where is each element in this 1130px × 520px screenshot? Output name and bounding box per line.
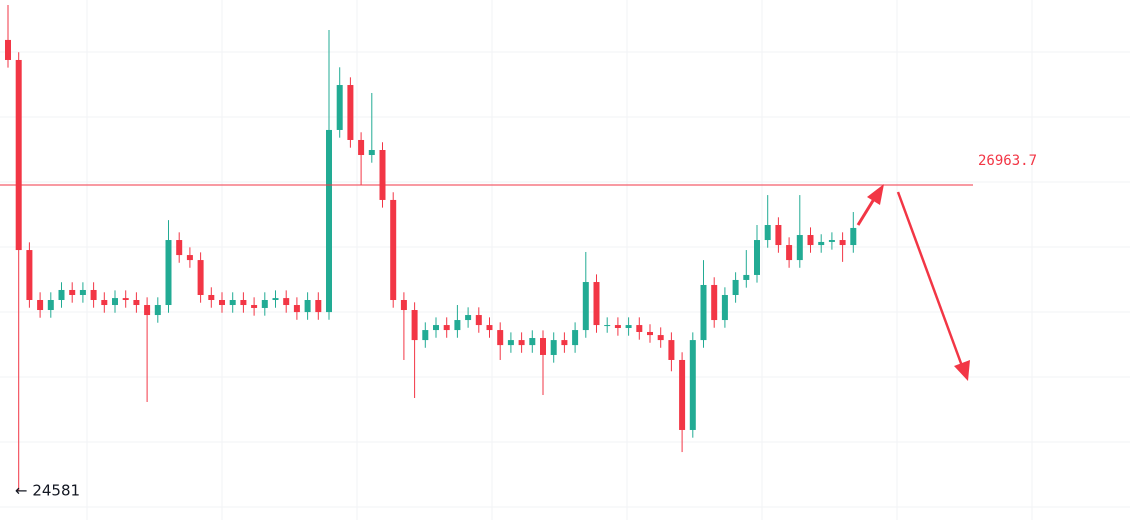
candle-body: [304, 300, 311, 313]
candle-body: [15, 59, 22, 251]
candle-body: [208, 294, 215, 301]
candle-body: [336, 85, 343, 130]
candle-body: [37, 300, 44, 311]
candle-body: [58, 289, 65, 301]
candle-body: [700, 284, 707, 341]
candle-body: [47, 300, 54, 311]
candle-body: [90, 289, 97, 301]
candle-body: [796, 235, 803, 261]
candle-body: [828, 240, 835, 242]
candle-body: [497, 330, 504, 346]
candle-body: [101, 300, 108, 306]
candle-body: [743, 274, 750, 280]
candle-body: [818, 241, 825, 246]
candle-body: [379, 150, 386, 200]
candle-body: [240, 300, 247, 306]
candle-body: [293, 305, 300, 313]
candle-body: [165, 240, 172, 306]
candle-body: [326, 129, 332, 313]
candle-body: [732, 279, 739, 295]
candle-body: [347, 85, 354, 140]
candle-body: [454, 320, 461, 331]
candle-body: [604, 325, 611, 327]
candle-body: [529, 338, 536, 346]
candle-body: [668, 340, 675, 360]
candle-body: [144, 305, 151, 316]
candle-body: [197, 260, 204, 295]
candle-body: [368, 150, 375, 156]
candle-body: [283, 298, 290, 306]
candle-body: [614, 325, 621, 329]
candle-body: [5, 39, 11, 60]
candle-body: [721, 294, 728, 321]
candle-body: [754, 240, 760, 275]
candle-body: [154, 305, 161, 316]
candle-body: [764, 225, 771, 241]
candle-body: [411, 310, 418, 341]
candle-body: [475, 315, 482, 326]
candle-body: [433, 325, 439, 331]
plot-area: [0, 5, 973, 491]
candle-body: [315, 300, 322, 313]
forecast-arrows: [856, 184, 970, 381]
candle-body: [112, 298, 118, 306]
candle-body: [400, 300, 407, 311]
candle-body: [775, 225, 782, 246]
candle-body: [122, 298, 129, 301]
candle-body: [657, 335, 664, 341]
candle-body: [26, 250, 33, 301]
candle-body: [679, 359, 686, 430]
candle-body: [176, 240, 183, 256]
low-marker-label: ← 24581: [15, 481, 80, 499]
candle-body: [390, 199, 397, 301]
candle-body: [507, 340, 514, 346]
price-line-label: 26963.7: [978, 153, 1037, 169]
candle-body: [647, 331, 653, 336]
candle-body: [133, 300, 140, 306]
candle-body: [582, 282, 589, 331]
candle-body: [550, 340, 557, 355]
candle-body: [593, 282, 600, 326]
candle-body: [186, 255, 193, 261]
candle-body: [636, 325, 643, 332]
candle-body: [358, 139, 365, 156]
candle-body: [443, 325, 450, 331]
candle-body: [251, 305, 258, 308]
candle-body: [572, 330, 579, 346]
candle-body: [219, 300, 225, 306]
candle-body: [625, 325, 632, 329]
candle-body: [69, 289, 76, 295]
candle-body: [561, 340, 568, 346]
candle-body: [486, 325, 493, 331]
candle-body: [850, 227, 857, 246]
candle-body: [422, 330, 429, 341]
candle-body: [689, 340, 696, 430]
candle-body: [807, 235, 814, 246]
candle-body: [465, 315, 472, 321]
candle-body: [272, 298, 279, 301]
candle-body: [786, 245, 793, 261]
candle-body: [518, 340, 525, 346]
candle-body: [711, 284, 718, 321]
candle-body: [229, 300, 236, 306]
candle-body: [79, 289, 86, 295]
candle-body: [261, 300, 268, 308]
candle-body: [839, 240, 846, 246]
candle-body: [540, 338, 546, 355]
